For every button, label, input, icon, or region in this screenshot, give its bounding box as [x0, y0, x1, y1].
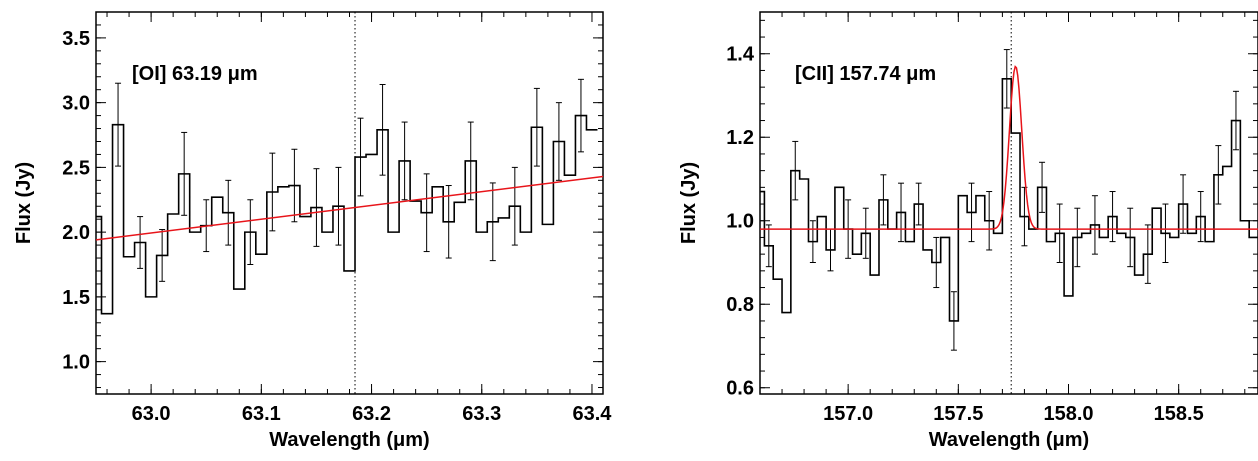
continuum-fit-line	[96, 175, 603, 241]
x-axis-label: Wavelength (μm)	[929, 429, 1089, 451]
y-tick-label: 0.8	[726, 294, 754, 316]
panel-oi: 63.0 63.1 63.2 63.3 63.4 1.0 1.5 2.0 2.5 3.0 3.5 Wa…	[13, 11, 613, 451]
gaussian-fit-curve	[760, 65, 1258, 230]
y-tick-label: 1.0	[726, 211, 754, 233]
x-tick-label: 63.2	[352, 403, 391, 425]
y-tick-label: 1.0	[62, 352, 90, 374]
x-tick-label: 63.3	[462, 403, 501, 425]
panel-cii: 157.0 157.5 158.0 158.5 0.6 0.8 1.0 1.2 1.4 Wavel…	[678, 11, 1258, 451]
y-axis-label: Flux (Jy)	[13, 162, 35, 244]
x-tick-label: 158.5	[1154, 403, 1204, 425]
x-tick-label: 63.4	[573, 403, 613, 425]
x-tick-label: 158.0	[1043, 403, 1093, 425]
y-tick-label: 0.6	[726, 378, 754, 400]
x-tick-label: 63.0	[132, 403, 171, 425]
plot-area	[760, 49, 1258, 351]
x-tick-label: 157.5	[933, 403, 983, 425]
y-tick-label: 3.5	[62, 28, 90, 50]
x-tick-label: 157.0	[823, 403, 873, 425]
y-tick-label: 2.5	[62, 157, 90, 179]
y-tick-label: 1.4	[726, 44, 755, 66]
x-axis-label: Wavelength (μm)	[269, 429, 429, 451]
panel-title: [OI] 63.19 μm	[132, 63, 258, 85]
plot-frame	[759, 11, 1258, 395]
spectrum-histogram	[96, 114, 598, 315]
y-axis-label: Flux (Jy)	[678, 162, 700, 244]
y-tick-label: 3.0	[62, 93, 90, 115]
panel-title: [CII] 157.74 μm	[795, 63, 936, 85]
y-tick-label: 1.2	[726, 127, 754, 149]
y-tick-label: 2.0	[62, 222, 90, 244]
y-tick-label: 1.5	[62, 287, 90, 309]
plot-area	[96, 78, 603, 315]
x-tick-label: 63.1	[242, 403, 281, 425]
